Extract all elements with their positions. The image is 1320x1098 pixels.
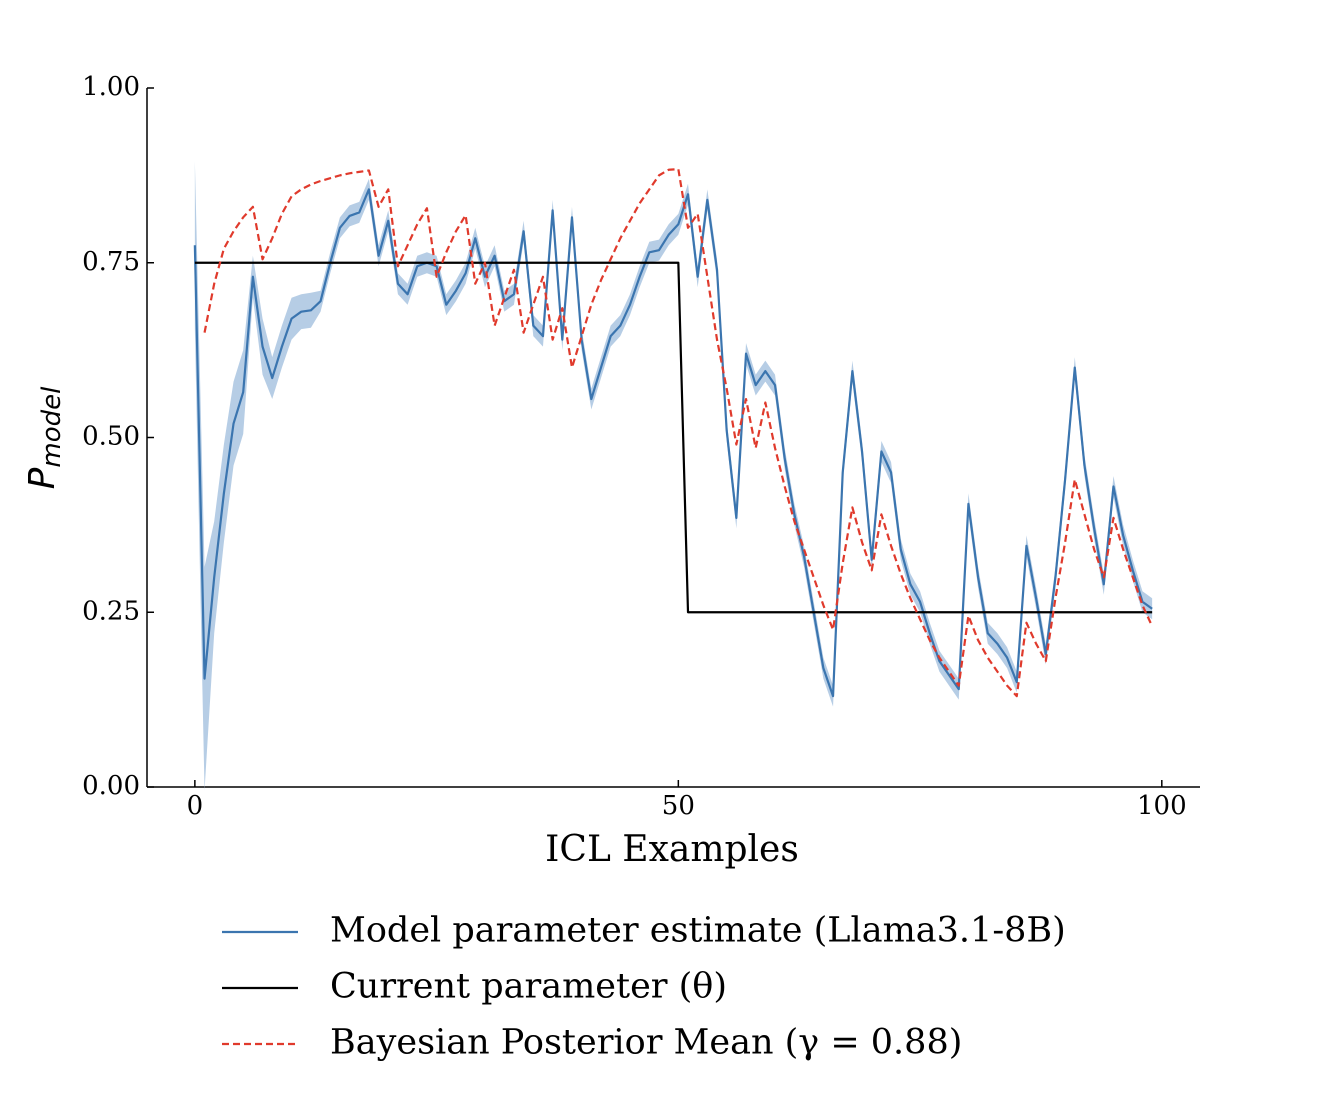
y-axis-label-main: P: [22, 467, 63, 489]
y-tick-label: 0.25: [82, 596, 140, 626]
y-tick-label: 0.50: [82, 422, 140, 452]
y-tick-label: 1.00: [82, 72, 140, 102]
x-tick-label: 0: [187, 791, 204, 821]
series-line: [193, 188, 1153, 698]
x-tick-label: 100: [1137, 791, 1187, 821]
series-line: [203, 167, 1154, 698]
y-axis-label: Pmodel: [22, 386, 67, 489]
error-band: [194, 161, 1153, 791]
series-line: [194, 261, 1153, 614]
legend-label: Model parameter estimate (Llama3.1-8B): [330, 911, 1066, 951]
x-axis-label: ICL Examples: [545, 829, 799, 870]
legend-label: Bayesian Posterior Mean (γ = 0.88): [330, 1023, 962, 1063]
y-tick-label: 0.75: [82, 247, 140, 277]
legend-label: Current parameter (θ): [330, 967, 727, 1007]
y-axis-label-sub: model: [37, 386, 67, 468]
y-tick-label: 0.00: [82, 771, 140, 801]
x-tick-label: 50: [662, 791, 695, 821]
